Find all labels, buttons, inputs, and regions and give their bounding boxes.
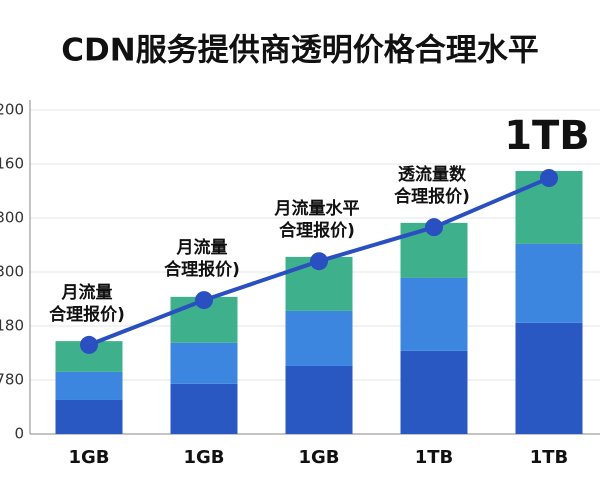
annotation: 合理报价): [394, 186, 470, 207]
y-tick-label: 300: [0, 263, 24, 281]
bar-segment: [55, 371, 123, 400]
y-tick-label: 0: [14, 425, 24, 443]
bar-segment: [515, 243, 583, 323]
x-tick-label: 1TB: [415, 447, 454, 468]
bar-segment: [515, 322, 583, 434]
annotation: 月流量: [61, 282, 113, 303]
y-tick-label: 160: [0, 155, 24, 173]
y-tick-label: 200: [0, 101, 24, 119]
annotation: 月流量: [176, 237, 228, 258]
line-point: [540, 169, 558, 188]
line-point: [425, 218, 443, 237]
y-tick-label: 300: [0, 209, 24, 227]
annotation: 1TB: [504, 113, 590, 159]
bar-segment: [400, 277, 468, 351]
annotation: 合理报价): [164, 259, 240, 280]
annotation: 合理报价): [49, 304, 125, 325]
bar-segment: [400, 350, 468, 434]
x-tick-label: 1GB: [298, 447, 339, 468]
x-tick-label: 1TB: [530, 447, 569, 468]
bar-segment: [170, 342, 238, 384]
y-tick-label: 780: [0, 371, 24, 389]
annotation: 月流量水平: [274, 198, 360, 219]
bar-segment: [170, 383, 238, 434]
chart-title: CDN服务提供商透明价格合理水平: [61, 33, 538, 69]
annotation: 合理报价): [279, 220, 355, 241]
x-tick-label: 1GB: [183, 447, 224, 468]
line-point: [310, 252, 328, 271]
bar-segment: [55, 399, 123, 434]
x-tick-label: 1GB: [68, 447, 109, 468]
line-point: [80, 335, 98, 354]
y-tick-label: 180: [0, 317, 24, 335]
bar-segment: [285, 365, 353, 434]
annotation: 透流量数: [398, 164, 467, 185]
line-point: [195, 291, 213, 310]
bar-segment: [285, 310, 353, 366]
